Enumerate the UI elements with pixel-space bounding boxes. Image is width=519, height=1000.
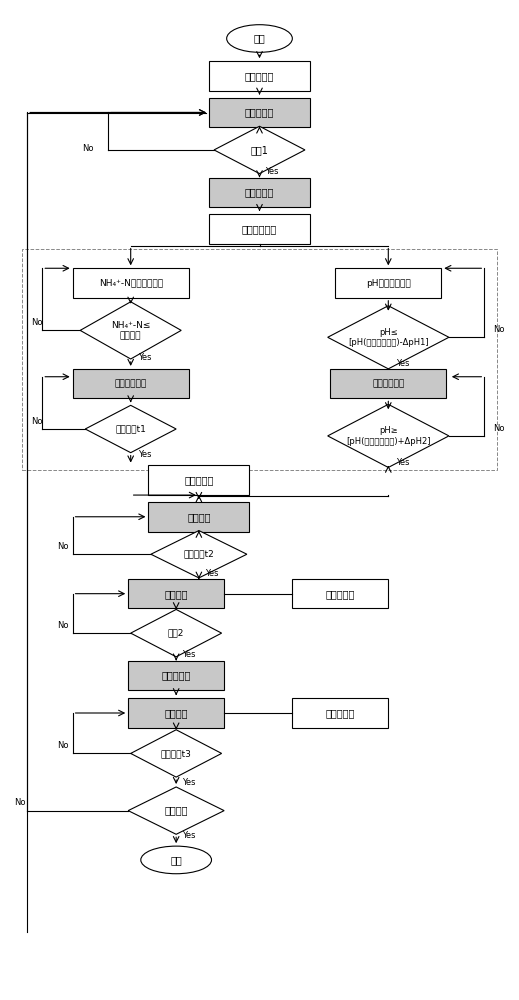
Text: NH₄⁺-N电极实时监测: NH₄⁺-N电极实时监测: [99, 279, 163, 288]
FancyBboxPatch shape: [148, 502, 250, 532]
Text: No: No: [32, 318, 43, 327]
FancyBboxPatch shape: [292, 698, 388, 728]
FancyBboxPatch shape: [330, 369, 446, 398]
FancyBboxPatch shape: [128, 579, 224, 608]
Text: pH≤
[pH(曝气开始时刻)-ΔpH1]: pH≤ [pH(曝气开始时刻)-ΔpH1]: [348, 328, 429, 347]
Text: No: No: [57, 621, 69, 630]
Polygon shape: [128, 787, 224, 834]
Text: 闲置阶段: 闲置阶段: [165, 708, 188, 718]
Polygon shape: [131, 730, 222, 777]
Text: 闲置时长t3: 闲置时长t3: [161, 749, 192, 758]
Text: pH≥
[pH(曝气停止时刻)+ΔpH2]: pH≥ [pH(曝气停止时刻)+ΔpH2]: [346, 426, 431, 446]
Text: 进水泵启动: 进水泵启动: [245, 107, 274, 117]
Text: 沉淀阶段: 沉淀阶段: [187, 512, 211, 522]
Polygon shape: [85, 405, 176, 453]
FancyBboxPatch shape: [148, 465, 250, 495]
Text: 搅拌泵启动: 搅拌泵启动: [245, 71, 274, 81]
Text: Yes: Yes: [138, 450, 152, 459]
Text: 排水泵启动: 排水泵启动: [325, 589, 355, 599]
Text: pH电极实时监测: pH电极实时监测: [366, 279, 411, 288]
Text: Yes: Yes: [395, 458, 409, 467]
Ellipse shape: [227, 25, 292, 52]
FancyBboxPatch shape: [209, 178, 310, 207]
Text: No: No: [57, 741, 69, 750]
FancyBboxPatch shape: [335, 268, 441, 298]
FancyBboxPatch shape: [209, 214, 310, 244]
FancyBboxPatch shape: [128, 698, 224, 728]
Text: 进水泵停止: 进水泵停止: [245, 187, 274, 197]
Text: 液位1: 液位1: [251, 145, 268, 155]
FancyBboxPatch shape: [292, 579, 388, 608]
Text: 沉淀时长t2: 沉淀时长t2: [184, 550, 214, 559]
Text: No: No: [493, 325, 504, 334]
Text: 搅拌时长t1: 搅拌时长t1: [115, 424, 146, 434]
Text: Yes: Yes: [205, 569, 218, 578]
Text: No: No: [493, 424, 504, 433]
Text: 循环次数: 循环次数: [165, 806, 188, 816]
Text: No: No: [57, 542, 69, 551]
Text: Yes: Yes: [395, 359, 409, 368]
Text: Yes: Yes: [138, 353, 152, 362]
Text: 开始: 开始: [254, 33, 265, 43]
Polygon shape: [131, 609, 222, 657]
Text: 排水泵停止: 排水泵停止: [161, 671, 191, 681]
Text: 结束: 结束: [170, 855, 182, 865]
Text: No: No: [14, 798, 25, 807]
Text: 曝气系统停止: 曝气系统停止: [115, 379, 147, 388]
Text: No: No: [82, 144, 93, 153]
FancyBboxPatch shape: [73, 268, 189, 298]
Text: Yes: Yes: [182, 831, 196, 840]
Text: 搅拌泵停止: 搅拌泵停止: [184, 475, 214, 485]
Text: 曝气系统启动: 曝气系统启动: [242, 224, 277, 234]
Text: 排水阶段: 排水阶段: [165, 589, 188, 599]
FancyBboxPatch shape: [73, 369, 189, 398]
Text: Yes: Yes: [265, 167, 279, 176]
Polygon shape: [80, 302, 181, 359]
Polygon shape: [151, 531, 247, 578]
Text: 液位2: 液位2: [168, 629, 184, 638]
FancyBboxPatch shape: [209, 61, 310, 91]
FancyBboxPatch shape: [209, 98, 310, 127]
Polygon shape: [214, 126, 305, 174]
Text: NH₄⁺-N≤
留存浓度: NH₄⁺-N≤ 留存浓度: [111, 321, 151, 340]
Text: No: No: [32, 417, 43, 426]
Text: Yes: Yes: [182, 650, 196, 659]
FancyBboxPatch shape: [128, 661, 224, 690]
Text: Yes: Yes: [182, 778, 196, 787]
Polygon shape: [327, 306, 449, 369]
Text: 搅拌泵启动: 搅拌泵启动: [325, 708, 355, 718]
Ellipse shape: [141, 846, 212, 874]
Text: 曝气系统停止: 曝气系统停止: [372, 379, 404, 388]
Polygon shape: [327, 404, 449, 467]
